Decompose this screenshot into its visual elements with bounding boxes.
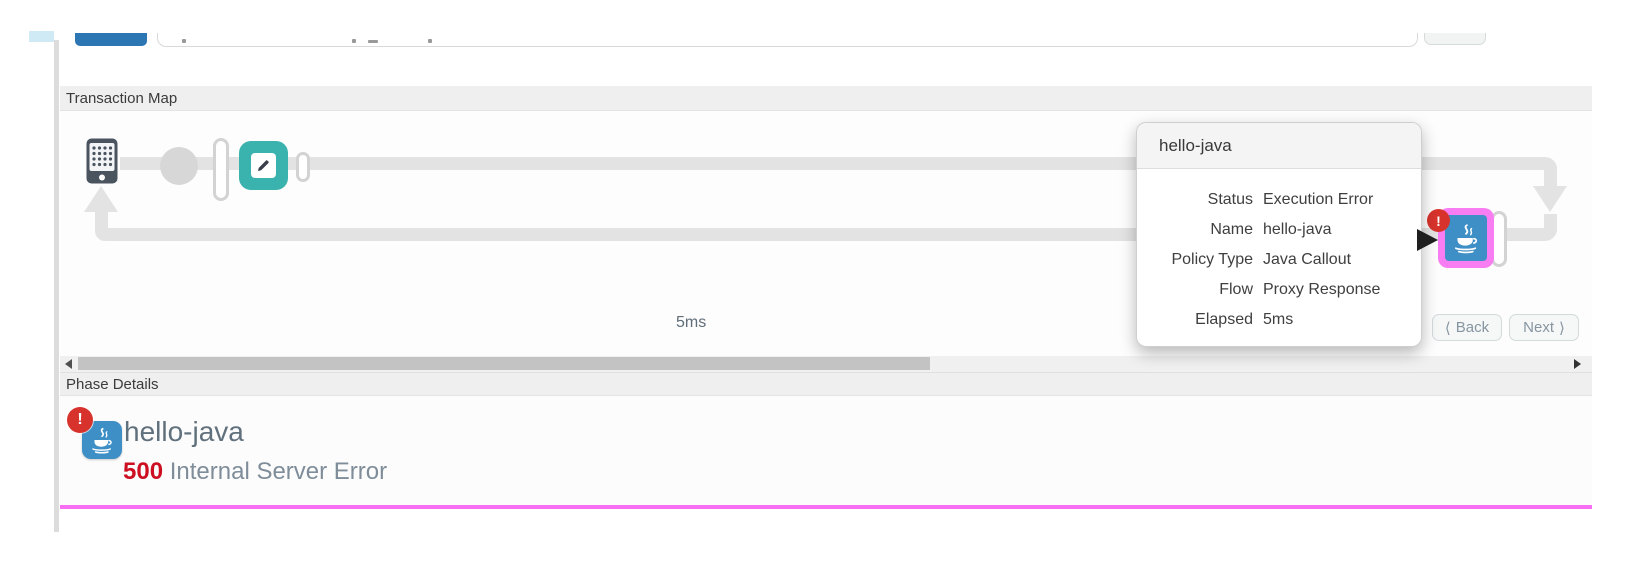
proxy-endpoint-node[interactable] <box>160 147 198 185</box>
phase-policy-name: hello-java <box>124 416 244 447</box>
scrollbar-thumb[interactable] <box>78 357 930 370</box>
policy-tooltip: hello-java Status Execution Error Name h… <box>1136 122 1422 347</box>
tooltip-row-label: Name <box>1210 221 1253 238</box>
url-text-fragment <box>182 39 186 43</box>
tooltip-header: hello-java <box>1137 123 1421 169</box>
tooltip-row-label: Flow <box>1219 281 1253 298</box>
phase-status-line: 500 Internal Server Error <box>123 458 387 486</box>
scroll-right-arrow-icon[interactable] <box>1574 359 1581 369</box>
target-flow-line <box>1544 214 1557 232</box>
tooltip-title: hello-java <box>1159 135 1232 155</box>
pencil-icon <box>251 153 276 178</box>
phase-details-panel: ! hello-java 500 Internal Server Error <box>60 396 1592 505</box>
url-text-fragment <box>352 39 356 43</box>
phase-details-title: Phase Details <box>66 375 159 393</box>
flow-segment-pill[interactable] <box>213 138 229 201</box>
back-button-label: Back <box>1455 319 1490 336</box>
flow-arrow-up-icon <box>84 186 118 212</box>
status-text: Internal Server Error <box>169 458 388 485</box>
java-icon <box>1445 215 1487 261</box>
status-code: 500 <box>123 458 164 485</box>
flow-arrow-down-icon <box>1533 186 1567 212</box>
next-button-label: Next <box>1523 319 1554 336</box>
url-text-fragment <box>428 39 432 43</box>
request-url-input[interactable] <box>157 33 1418 47</box>
send-button[interactable] <box>75 33 147 46</box>
tooltip-row: Flow Proxy Response <box>1137 275 1421 305</box>
transaction-map-title: Transaction Map <box>66 89 178 107</box>
panel-left-border <box>54 40 59 532</box>
phase-details-header: Phase Details <box>60 372 1592 396</box>
error-badge-icon: ! <box>1427 209 1450 232</box>
client-return-line <box>95 208 108 232</box>
tooltip-row-label: Policy Type <box>1171 251 1253 268</box>
tooltip-pointer-icon <box>1417 229 1438 251</box>
tooltip-row-label: Status <box>1207 191 1253 208</box>
target-flow-line <box>1544 166 1557 188</box>
tooltip-row: Elapsed 5ms <box>1137 305 1421 335</box>
scroll-left-arrow-icon[interactable] <box>65 359 72 369</box>
horizontal-scrollbar[interactable] <box>60 356 1592 372</box>
tooltip-row-value: hello-java <box>1263 221 1332 238</box>
next-button[interactable]: Next ⟩ <box>1509 314 1579 341</box>
tooltip-row: Status Execution Error <box>1137 185 1421 215</box>
next-chevron-icon: ⟩ <box>1558 319 1565 337</box>
tooltip-row-label: Elapsed <box>1195 311 1253 328</box>
nav-accent-bar <box>29 31 54 42</box>
client-phone-icon[interactable] <box>86 138 118 189</box>
toolbar-secondary-button[interactable] <box>1424 33 1486 45</box>
back-button[interactable]: ⟨ Back <box>1432 314 1502 341</box>
error-exclamation: ! <box>77 411 83 428</box>
policy-node-assign-message[interactable] <box>239 141 288 190</box>
tooltip-row-value: Java Callout <box>1263 251 1352 268</box>
tooltip-row-value: Proxy Response <box>1263 281 1381 298</box>
tooltip-body: Status Execution Error Name hello-java P… <box>1137 169 1421 335</box>
trace-toolbar <box>60 33 1490 48</box>
tooltip-row: Policy Type Java Callout <box>1137 245 1421 275</box>
tooltip-row: Name hello-java <box>1137 215 1421 245</box>
transaction-map-header: Transaction Map <box>60 86 1592 111</box>
tooltip-row-value: 5ms <box>1263 311 1294 328</box>
error-exclamation: ! <box>1436 212 1441 229</box>
error-badge-icon: ! <box>67 407 93 433</box>
flow-segment-pill[interactable] <box>296 152 310 182</box>
elapsed-time-label: 5ms <box>676 314 707 331</box>
phase-divider-line <box>60 505 1592 509</box>
url-text-fragment <box>368 40 378 43</box>
tooltip-row-value: Execution Error <box>1263 191 1374 208</box>
back-chevron-icon: ⟨ <box>1444 319 1451 337</box>
